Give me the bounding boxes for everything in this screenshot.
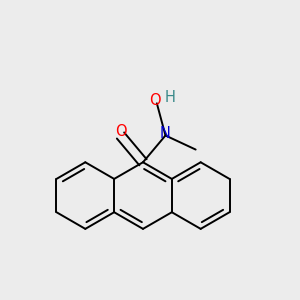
Text: H: H (165, 90, 176, 105)
Text: O: O (149, 93, 161, 108)
Text: O: O (115, 124, 126, 140)
Text: N: N (160, 126, 171, 141)
